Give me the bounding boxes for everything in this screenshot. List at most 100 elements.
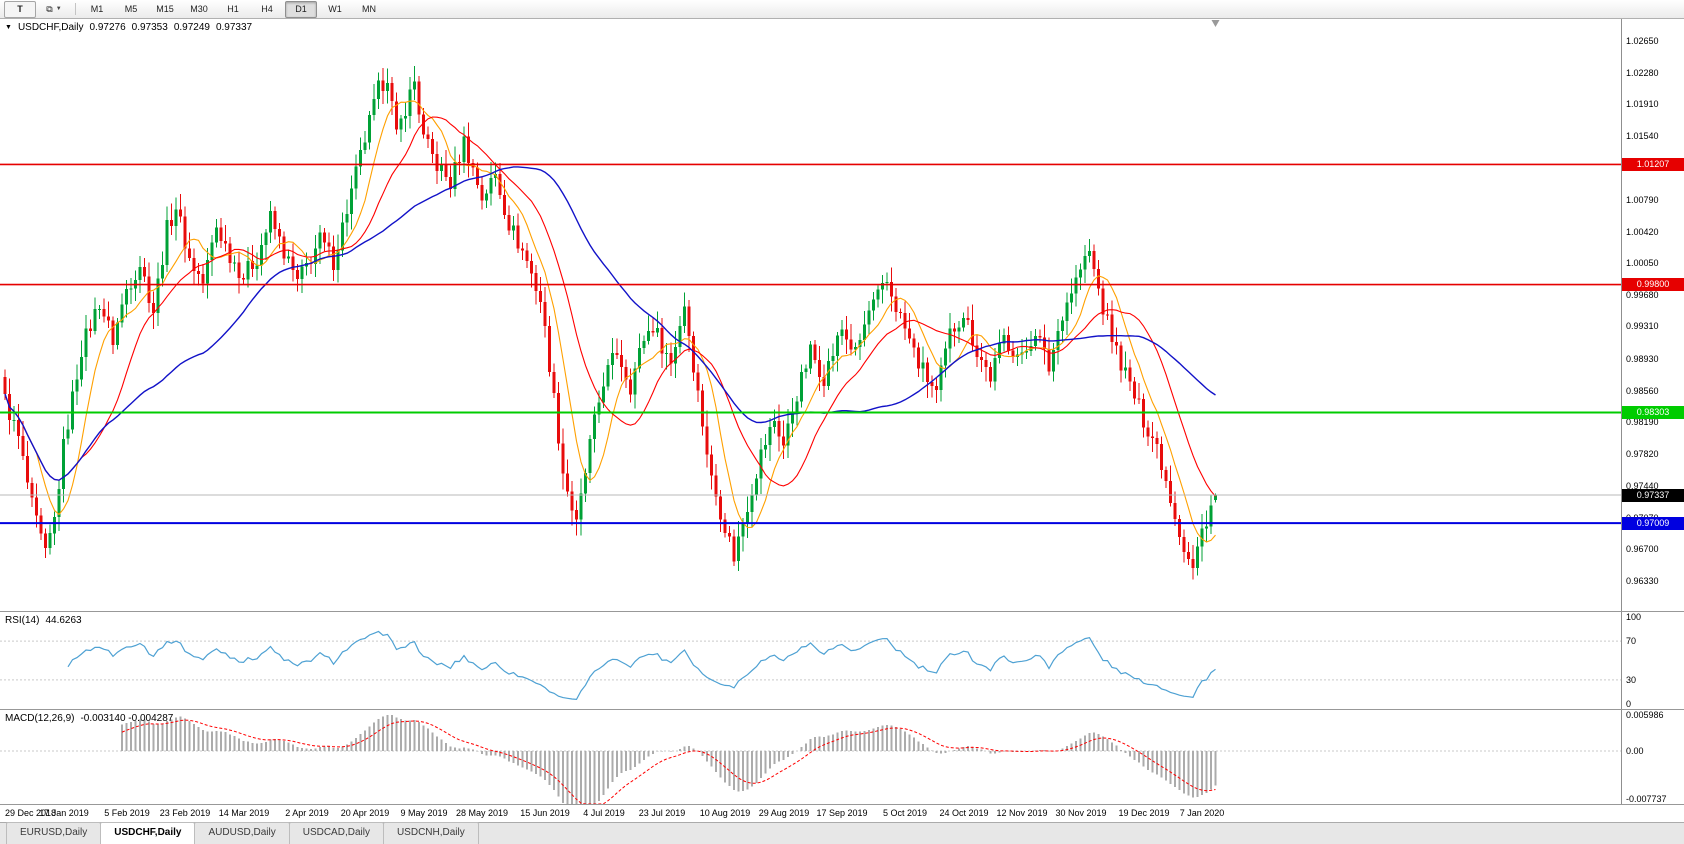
- date-label: 2 Apr 2019: [285, 808, 329, 818]
- tab-usdchf-daily[interactable]: USDCHF,Daily: [100, 822, 196, 844]
- price-level-badge: 0.97009: [1622, 517, 1684, 530]
- rsi-tick: 70: [1626, 636, 1637, 646]
- date-label: 4 Jul 2019: [583, 808, 625, 818]
- date-label: 30 Nov 2019: [1055, 808, 1107, 818]
- macd-label: MACD(12,26,9) -0.003140 -0.004287: [5, 713, 173, 724]
- candlestick-chart[interactable]: [0, 18, 1621, 611]
- chart-tab-bar: EURUSD,Daily USDCHF,Daily AUDUSD,Daily USDC…: [0, 822, 1684, 844]
- rsi-name: RSI(14): [5, 615, 40, 626]
- date-label: 10 Aug 2019: [699, 808, 751, 818]
- timeframe-h1-button[interactable]: H1: [227, 4, 239, 14]
- macd-current-values: -0.003140 -0.004287: [80, 713, 174, 724]
- date-label: 5 Oct 2019: [882, 808, 928, 818]
- macd-chart[interactable]: [0, 710, 1621, 804]
- price-tick: 1.00420: [1626, 227, 1659, 237]
- price-tick: 0.98930: [1626, 354, 1659, 364]
- price-axis[interactable]: 1.026501.022801.019101.015401.011701.007…: [1621, 18, 1684, 611]
- rsi-chart[interactable]: [0, 612, 1621, 709]
- date-label: 29 Dec 2018: [5, 808, 57, 818]
- timeframe-group: M1 M5 M15 M30 H1 H4 D1 W1 MN: [80, 0, 386, 18]
- high-value: 0.97353: [131, 22, 168, 33]
- chart-legend: ▼ USDCHF,Daily 0.97276 0.97353 0.97249 0…: [5, 22, 252, 33]
- price-tick: 1.00790: [1626, 195, 1659, 205]
- template-icon: T: [17, 4, 23, 14]
- candles: [3, 66, 1217, 580]
- macd-tick: -0.007737: [1626, 794, 1667, 804]
- price-tick: 0.96700: [1626, 544, 1659, 554]
- macd-tick: 0.00: [1626, 746, 1644, 756]
- macd-panel: 0.005986 0.00 -0.007737 MACD(12,26,9) -0.0…: [0, 709, 1684, 805]
- rsi-current-value: 44.6263: [45, 615, 82, 626]
- timeframe-m30-button[interactable]: M30: [190, 4, 208, 14]
- rsi-tick: 0: [1626, 699, 1632, 709]
- date-label: 17 Sep 2019: [816, 808, 868, 818]
- timeframe-m5-button[interactable]: M5: [124, 4, 138, 14]
- price-tick: 1.01540: [1626, 131, 1659, 141]
- top-toolbar: T ⧉ ▼ M1 M5 M15 M30 H1 H4 D1 W1 MN: [0, 0, 1684, 19]
- toolbar-separator: [75, 3, 76, 15]
- ma-fast-line: [4, 100, 1216, 543]
- timeframe-w1-button[interactable]: W1: [328, 4, 342, 14]
- timeframe-h4-button[interactable]: H4: [261, 4, 273, 14]
- open-value: 0.97276: [89, 22, 126, 33]
- timeframe-d1-button[interactable]: D1: [285, 0, 317, 18]
- chevron-down-icon: ▼: [55, 6, 62, 12]
- macd-axis[interactable]: 0.005986 0.00 -0.007737: [1621, 710, 1684, 805]
- date-axis[interactable]: 29 Dec 2018 17 Jan 2019 5 Feb 2019 23 Feb 2…: [0, 804, 1684, 823]
- date-label: 14 Mar 2019: [218, 808, 270, 818]
- price-tick: 1.02650: [1626, 36, 1659, 46]
- price-tick: 0.98190: [1626, 417, 1659, 427]
- template-button[interactable]: T: [4, 0, 36, 18]
- price-level-badge: 0.98303: [1622, 406, 1684, 419]
- cascade-icon: ⧉: [46, 3, 53, 14]
- tab-eurusd-daily[interactable]: EURUSD,Daily: [6, 822, 102, 844]
- date-label: 23 Jul 2019: [638, 808, 686, 818]
- macd-signal-line: [121, 719, 1216, 804]
- rsi-panel: 100 70 30 0 RSI(14) 44.6263: [0, 611, 1684, 710]
- price-tick: 0.99310: [1626, 321, 1659, 331]
- price-tick: 0.97820: [1626, 449, 1659, 459]
- tab-usdcnh-daily[interactable]: USDCNH,Daily: [382, 822, 479, 844]
- rsi-axis[interactable]: 100 70 30 0: [1621, 612, 1684, 710]
- tab-usdcad-daily[interactable]: USDCAD,Daily: [288, 822, 384, 844]
- ma-slow-line: [4, 166, 1216, 481]
- price-tick: 1.01910: [1626, 99, 1659, 109]
- date-label: 12 Nov 2019: [996, 808, 1048, 818]
- timeframe-m15-button[interactable]: M15: [156, 4, 174, 14]
- date-label: 23 Feb 2019: [159, 808, 211, 818]
- low-value: 0.97249: [173, 22, 210, 33]
- chart-dropdown-icon[interactable]: ▼: [5, 23, 12, 31]
- symbol-timeframe-label: USDCHF,Daily: [17, 22, 84, 33]
- rsi-tick: 30: [1626, 675, 1637, 685]
- price-tick: 0.96330: [1626, 576, 1659, 586]
- date-label: 17 Jan 2019: [39, 808, 89, 818]
- current-price-badge: 0.97337: [1622, 489, 1684, 502]
- chart-shift-marker[interactable]: [1211, 20, 1220, 27]
- rsi-line: [67, 630, 1216, 701]
- date-label: 7 Jan 2020: [1179, 808, 1225, 818]
- price-chart-panel: 1.026501.022801.019101.015401.011701.007…: [0, 18, 1684, 611]
- date-label: 29 Aug 2019: [758, 808, 810, 818]
- date-label: 20 Apr 2019: [340, 808, 390, 818]
- ma-mid-line: [4, 116, 1216, 497]
- date-label: 15 Jun 2019: [520, 808, 570, 818]
- timeframe-mn-button[interactable]: MN: [362, 4, 376, 14]
- macd-name: MACD(12,26,9): [5, 713, 75, 724]
- windows-dropdown-button[interactable]: ⧉ ▼: [38, 1, 70, 18]
- price-tick: 0.99680: [1626, 290, 1659, 300]
- timeframe-m1-button[interactable]: M1: [90, 4, 104, 14]
- date-label: 19 Dec 2019: [1118, 808, 1170, 818]
- price-tick: 0.97440: [1626, 481, 1659, 491]
- tab-audusd-daily[interactable]: AUDUSD,Daily: [194, 822, 290, 844]
- close-value: 0.97337: [215, 22, 253, 33]
- date-label: 24 Oct 2019: [939, 808, 989, 818]
- macd-tick: 0.005986: [1626, 710, 1664, 720]
- price-tick: 1.00050: [1626, 258, 1659, 268]
- rsi-label: RSI(14) 44.6263: [5, 615, 82, 626]
- price-tick: 0.98560: [1626, 386, 1659, 396]
- date-label: 28 May 2019: [455, 808, 509, 818]
- price-level-badge: 1.01207: [1622, 158, 1684, 171]
- date-label: 5 Feb 2019: [104, 808, 150, 818]
- macd-histogram: [121, 715, 1217, 804]
- price-tick: 1.02280: [1626, 68, 1659, 78]
